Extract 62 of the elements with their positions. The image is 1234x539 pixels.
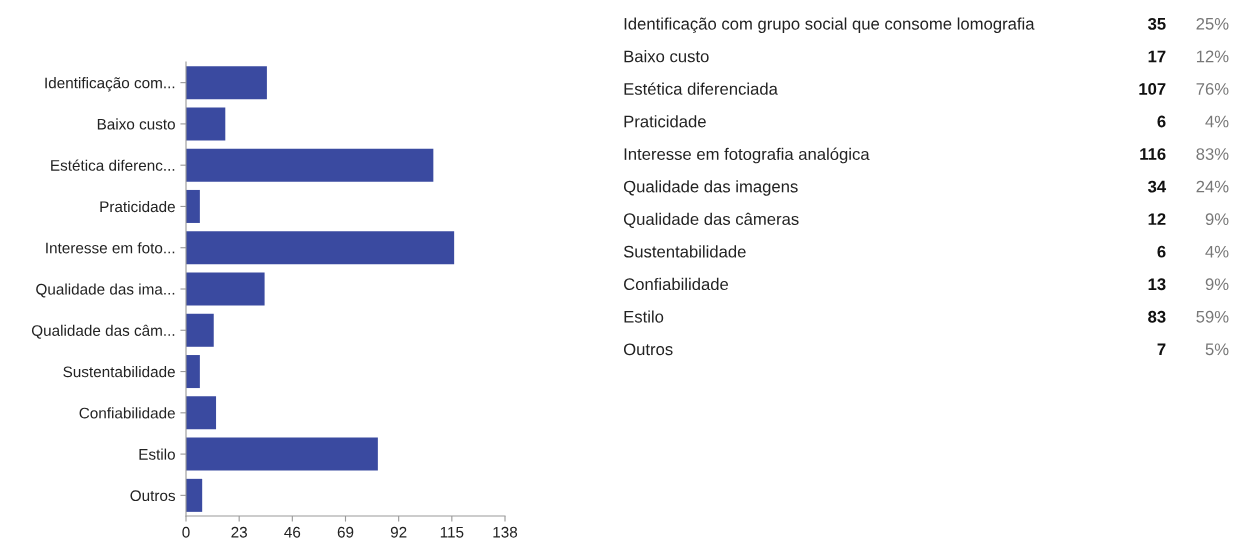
x-tick-label: 115 xyxy=(440,526,464,538)
bar xyxy=(186,478,203,512)
bar xyxy=(186,355,200,389)
category-label: Praticidade xyxy=(624,115,706,128)
category-label: Qualidade das câmeras xyxy=(623,212,799,228)
category-label: Baixo custo xyxy=(624,50,709,63)
bar xyxy=(186,231,455,265)
data-label: 9% xyxy=(1205,213,1229,226)
data-label: 4% xyxy=(1205,245,1229,258)
y-tick-label: Praticidade xyxy=(100,200,175,213)
category-label: Identificação com grupo social que consome lomografia xyxy=(624,17,1035,34)
bar xyxy=(186,148,434,182)
y-tick-label: Sustentabilidade xyxy=(63,366,175,378)
y-tick-label: Interesse em foto... xyxy=(46,242,175,254)
data-label: 35 xyxy=(1147,17,1166,30)
bar xyxy=(186,272,265,306)
data-label: 83 xyxy=(1148,310,1166,323)
y-tick-label: Baixo custo xyxy=(97,118,175,130)
category-label: Confiabilidade xyxy=(624,277,729,291)
bar xyxy=(186,396,217,430)
data-label: 13 xyxy=(1148,278,1166,291)
y-tick-label: Identificação com... xyxy=(45,77,175,92)
y-tick-label: Confiabilidade xyxy=(79,407,175,419)
bar xyxy=(186,189,200,223)
category-label: Qualidade das imagens xyxy=(623,180,798,196)
x-tick-label: 46 xyxy=(284,526,301,538)
data-label: 83% xyxy=(1196,148,1229,160)
data-label: 6 xyxy=(1157,115,1166,128)
x-tick-label: 69 xyxy=(337,526,354,538)
y-tick-label: Estética diferenc... xyxy=(51,159,175,171)
category-label: Estética diferenciada xyxy=(624,82,778,95)
category-label: Sustentabilidade xyxy=(623,245,746,258)
data-label: 9% xyxy=(1205,278,1229,291)
data-label: 17 xyxy=(1148,50,1166,63)
data-label: 6 xyxy=(1157,245,1166,258)
data-label: 12% xyxy=(1196,50,1229,63)
data-label: 12 xyxy=(1148,213,1166,225)
data-label: 4% xyxy=(1205,115,1229,128)
data-label: 24% xyxy=(1196,180,1229,193)
data-label: 116 xyxy=(1140,148,1166,160)
y-tick-label: Estilo xyxy=(139,448,175,460)
data-label: 34 xyxy=(1147,180,1167,193)
data-label: 7 xyxy=(1157,343,1166,356)
y-tick-label: Qualidade das ima... xyxy=(36,283,175,298)
x-tick-label: 92 xyxy=(390,526,407,538)
bar xyxy=(186,437,378,471)
data-label: 25% xyxy=(1196,17,1229,30)
data-label: 76% xyxy=(1196,83,1229,95)
y-tick-label: Outros xyxy=(130,490,176,502)
bar xyxy=(186,107,226,141)
data-label: 107 xyxy=(1139,83,1166,95)
x-tick-label: 0 xyxy=(182,526,190,538)
data-label: 5% xyxy=(1205,343,1229,356)
y-tick-label: Qualidade das câm... xyxy=(31,324,175,339)
bar xyxy=(186,66,267,100)
category-label: Estilo xyxy=(624,310,664,323)
category-label: Outros xyxy=(623,343,673,356)
data-label: 59% xyxy=(1196,310,1229,323)
bar xyxy=(186,313,214,347)
x-tick-label: 23 xyxy=(231,526,247,538)
category-label: Interesse em fotografia analógica xyxy=(624,147,870,164)
x-tick-label: 138 xyxy=(493,526,518,538)
